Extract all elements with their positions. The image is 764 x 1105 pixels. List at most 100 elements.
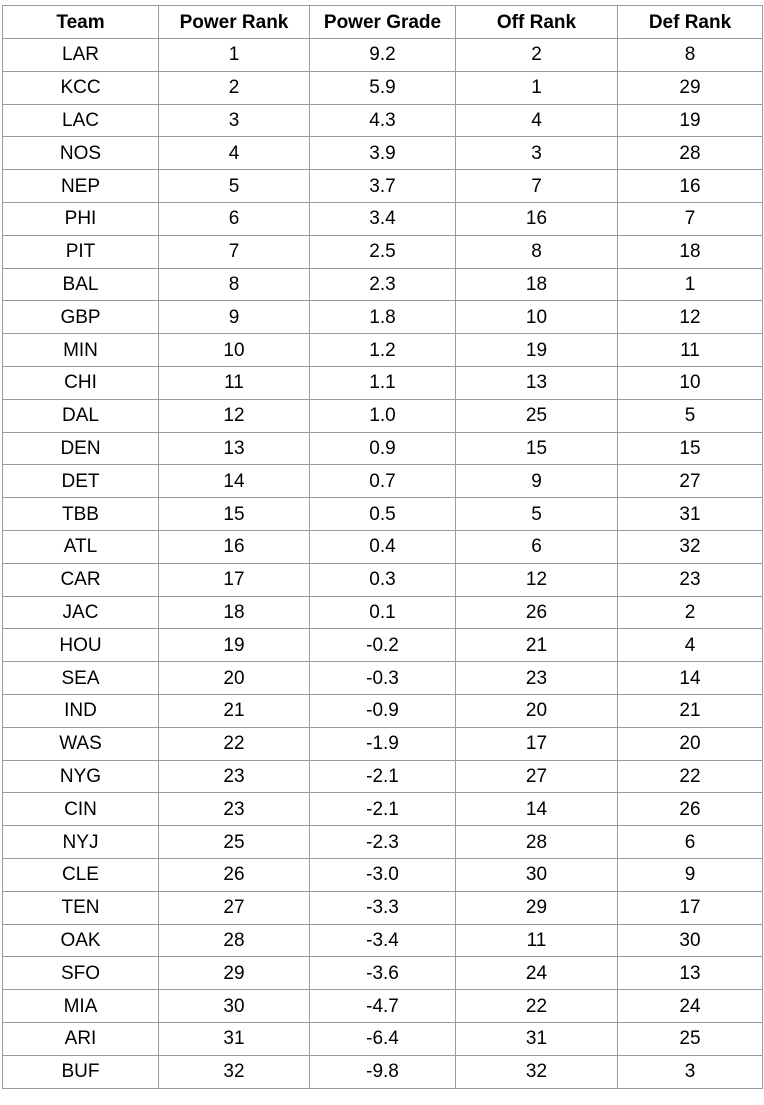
- def-rank-cell: 18: [617, 234, 763, 269]
- table-row: JAC 18 0.1 26 2: [2, 595, 763, 630]
- off-rank-cell: 25: [455, 398, 618, 433]
- team-cell: CIN: [2, 792, 159, 827]
- off-rank-cell: 21: [455, 628, 618, 663]
- power-grade-cell: 1.1: [309, 365, 456, 400]
- def-rank-cell: 16: [617, 169, 763, 203]
- team-cell: TBB: [2, 497, 159, 531]
- off-rank-cell: 11: [455, 923, 618, 958]
- team-cell: DEN: [2, 431, 159, 466]
- table-row: CLE 26 -3.0 30 9: [2, 857, 763, 892]
- team-cell: BAL: [2, 267, 159, 302]
- power-grade-cell: 5.9: [309, 70, 456, 105]
- table-row: SFO 29 -3.6 24 13: [2, 956, 763, 991]
- def-rank-cell: 21: [617, 693, 763, 728]
- off-rank-cell: 26: [455, 595, 618, 630]
- power-rank-cell: 29: [158, 956, 310, 991]
- power-grade-cell: 3.7: [309, 169, 456, 203]
- table-row: NEP 5 3.7 7 16: [2, 169, 763, 203]
- table-row: DEN 13 0.9 15 15: [2, 431, 763, 466]
- def-rank-cell: 7: [617, 201, 763, 236]
- header-off-rank: Off Rank: [455, 5, 618, 39]
- power-grade-cell: 0.3: [309, 562, 456, 597]
- power-rank-cell: 11: [158, 365, 310, 400]
- off-rank-cell: 22: [455, 989, 618, 1023]
- team-cell: DAL: [2, 398, 159, 433]
- power-rank-cell: 25: [158, 825, 310, 859]
- power-grade-cell: 0.1: [309, 595, 456, 630]
- def-rank-cell: 10: [617, 365, 763, 400]
- def-rank-cell: 15: [617, 431, 763, 466]
- power-rank-cell: 30: [158, 989, 310, 1023]
- def-rank-cell: 31: [617, 497, 763, 531]
- off-rank-cell: 8: [455, 234, 618, 269]
- def-rank-cell: 19: [617, 103, 763, 138]
- off-rank-cell: 12: [455, 562, 618, 597]
- table-row: DAL 12 1.0 25 5: [2, 398, 763, 433]
- off-rank-cell: 32: [455, 1054, 618, 1089]
- def-rank-cell: 22: [617, 759, 763, 794]
- off-rank-cell: 6: [455, 529, 618, 564]
- team-cell: SEA: [2, 661, 159, 695]
- team-cell: LAR: [2, 38, 159, 72]
- power-rank-cell: 19: [158, 628, 310, 663]
- def-rank-cell: 27: [617, 464, 763, 499]
- power-grade-cell: -1.9: [309, 726, 456, 761]
- power-rank-cell: 5: [158, 169, 310, 203]
- power-rank-cell: 15: [158, 497, 310, 531]
- power-rank-cell: 7: [158, 234, 310, 269]
- team-cell: HOU: [2, 628, 159, 663]
- power-grade-cell: -0.3: [309, 661, 456, 695]
- table-row: LAR 1 9.2 2 8: [2, 38, 763, 72]
- def-rank-cell: 17: [617, 890, 763, 925]
- def-rank-cell: 11: [617, 333, 763, 367]
- team-cell: NOS: [2, 136, 159, 171]
- off-rank-cell: 18: [455, 267, 618, 302]
- header-def-rank: Def Rank: [617, 5, 763, 39]
- table-row: OAK 28 -3.4 11 30: [2, 923, 763, 958]
- team-cell: CLE: [2, 857, 159, 892]
- off-rank-cell: 28: [455, 825, 618, 859]
- off-rank-cell: 27: [455, 759, 618, 794]
- def-rank-cell: 13: [617, 956, 763, 991]
- power-rank-cell: 32: [158, 1054, 310, 1089]
- def-rank-cell: 25: [617, 1021, 763, 1056]
- off-rank-cell: 10: [455, 300, 618, 335]
- header-team: Team: [2, 5, 159, 39]
- off-rank-cell: 1: [455, 70, 618, 105]
- team-cell: PHI: [2, 201, 159, 236]
- power-rankings-table: Team Power Rank Power Grade Off Rank Def…: [2, 5, 763, 1089]
- def-rank-cell: 4: [617, 628, 763, 663]
- team-cell: TEN: [2, 890, 159, 925]
- power-grade-cell: 3.4: [309, 201, 456, 236]
- team-cell: ARI: [2, 1021, 159, 1056]
- def-rank-cell: 12: [617, 300, 763, 335]
- table-row: CAR 17 0.3 12 23: [2, 562, 763, 597]
- off-rank-cell: 20: [455, 693, 618, 728]
- def-rank-cell: 26: [617, 792, 763, 827]
- off-rank-cell: 23: [455, 661, 618, 695]
- team-cell: GBP: [2, 300, 159, 335]
- power-rank-cell: 6: [158, 201, 310, 236]
- off-rank-cell: 31: [455, 1021, 618, 1056]
- power-rank-cell: 14: [158, 464, 310, 499]
- team-cell: ATL: [2, 529, 159, 564]
- table-row: DET 14 0.7 9 27: [2, 464, 763, 499]
- team-cell: MIA: [2, 989, 159, 1023]
- off-rank-cell: 19: [455, 333, 618, 367]
- team-cell: WAS: [2, 726, 159, 761]
- power-rank-cell: 10: [158, 333, 310, 367]
- def-rank-cell: 30: [617, 923, 763, 958]
- power-rank-cell: 18: [158, 595, 310, 630]
- def-rank-cell: 3: [617, 1054, 763, 1089]
- power-rank-cell: 21: [158, 693, 310, 728]
- table-row: WAS 22 -1.9 17 20: [2, 726, 763, 761]
- def-rank-cell: 14: [617, 661, 763, 695]
- power-rank-cell: 8: [158, 267, 310, 302]
- header-power-grade: Power Grade: [309, 5, 456, 39]
- power-rank-cell: 28: [158, 923, 310, 958]
- power-grade-cell: 1.0: [309, 398, 456, 433]
- off-rank-cell: 3: [455, 136, 618, 171]
- table-row: LAC 3 4.3 4 19: [2, 103, 763, 138]
- team-cell: NYG: [2, 759, 159, 794]
- power-grade-cell: 4.3: [309, 103, 456, 138]
